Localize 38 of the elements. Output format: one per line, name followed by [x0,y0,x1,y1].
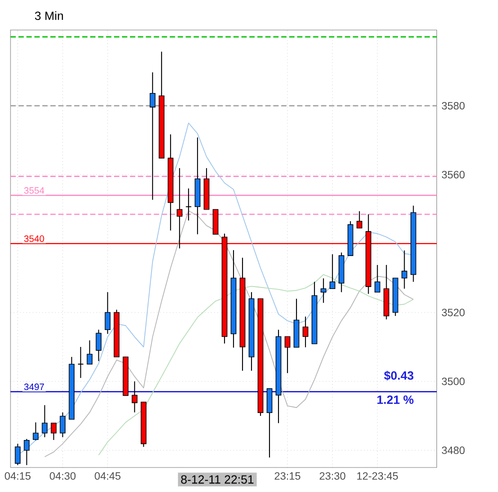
candlestick [32,422,39,441]
ref-line-label: 3554 [24,186,44,194]
candlestick [356,210,362,228]
candlestick [96,329,102,362]
y-tick-label: 3580 [442,102,465,110]
annotation: 1.21 % [377,395,414,404]
annotation: $0.43 [384,370,414,380]
x-tick-label: 04:15 [4,472,31,480]
candlestick [42,404,48,438]
candlestick [60,412,66,438]
text: 8-12-11 22:51 [181,474,254,484]
candlestick [132,380,138,413]
candlestick [150,72,156,200]
candlestick [77,346,84,378]
candlestick [104,291,110,334]
candlestick [185,188,192,221]
candlestick [374,264,380,292]
y-tick-label: 3500 [442,377,465,385]
y-tick-label: 3480 [442,446,465,454]
x-tick-label: 04:45 [94,472,120,480]
x-tick-label: 04:30 [50,472,76,480]
candlestick [14,443,21,466]
x-tick-label: 23:30 [320,472,346,480]
x-tick-label: 23:15 [274,472,300,480]
candlestick [302,316,308,348]
candlestick [330,254,336,289]
candlestick [402,250,408,289]
candlestick [24,438,30,466]
y-tick-label: 3520 [442,308,465,316]
candlestick [320,278,326,304]
y-tick-label: 3560 [442,170,465,178]
ref-line-label: 3540 [24,235,44,242]
candlestick [284,336,290,374]
x-tick-label: 12-23:45 [357,472,398,480]
ref-line-label: 3497 [24,383,44,390]
chart-title: 3 Min [34,11,63,20]
candlestick [86,340,92,364]
candlestick [50,422,57,440]
